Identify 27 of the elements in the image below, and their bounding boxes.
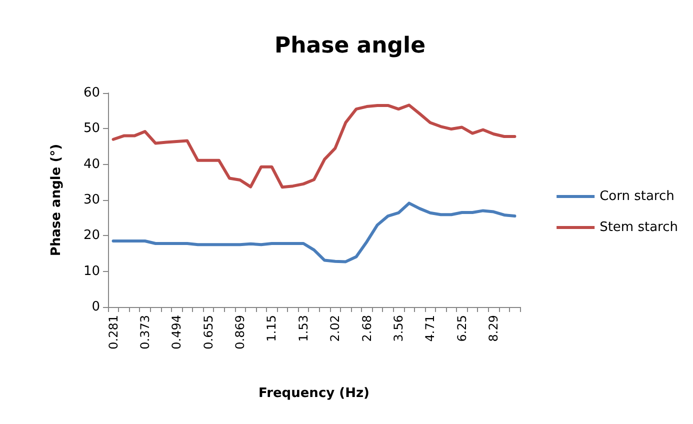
x-tick-label: 1.15 bbox=[264, 315, 279, 342]
y-tick-label: 40 bbox=[83, 156, 100, 172]
x-tick-label: 2.02 bbox=[328, 315, 342, 342]
x-tick-label: 6.25 bbox=[454, 315, 469, 342]
x-tick-label: 0.869 bbox=[233, 315, 248, 350]
x-tick-label: 8.29 bbox=[486, 315, 501, 342]
y-tick-label: 10 bbox=[83, 264, 100, 279]
y-tick-label: 30 bbox=[83, 192, 100, 208]
legend-label: Corn starch bbox=[600, 189, 674, 204]
x-tick-label: 3.56 bbox=[392, 315, 406, 342]
y-axis-title: Phase angle (°) bbox=[49, 144, 64, 256]
x-tick-label: 0.281 bbox=[106, 315, 120, 350]
x-tick-label: 4.71 bbox=[423, 315, 438, 342]
x-tick-label: 0.655 bbox=[201, 315, 216, 350]
y-tick-label: 20 bbox=[83, 228, 100, 244]
x-tick-label: 1.53 bbox=[296, 315, 310, 342]
x-tick-label: 0.373 bbox=[138, 315, 152, 350]
x-tick-label: 2.68 bbox=[360, 315, 374, 342]
x-axis-title: Frequency (Hz) bbox=[258, 386, 370, 401]
legend-label: Stem starch bbox=[600, 220, 678, 235]
line-series bbox=[112, 202, 516, 264]
y-tick-label: 50 bbox=[83, 121, 100, 136]
y-tick-label: 60 bbox=[83, 86, 100, 100]
y-tick-label: 0 bbox=[92, 300, 100, 314]
x-tick-label: 0.494 bbox=[170, 315, 184, 350]
chart-title: Phase angle bbox=[274, 34, 426, 58]
line-series bbox=[112, 104, 516, 189]
